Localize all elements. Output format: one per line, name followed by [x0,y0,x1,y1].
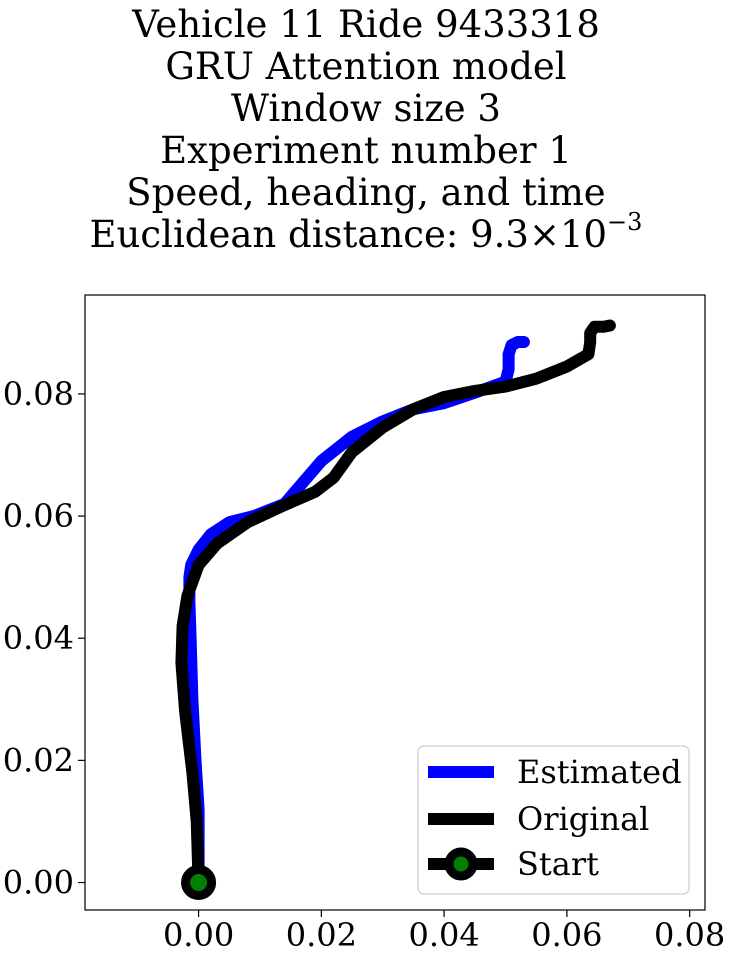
y-tick-label: 0.00 [3,864,74,902]
title-distance-text: Euclidean distance: 9.3×10 [89,213,608,256]
title-line-5: Speed, heading, and time [126,171,606,214]
legend-label-estimated: Estimated [517,753,682,791]
x-tick-label: 0.00 [163,916,234,954]
chart-title: Vehicle 11 Ride 9433318 GRU Attention mo… [0,4,732,256]
x-axis: 0.00 0.02 0.04 0.06 0.08 [163,910,725,954]
legend-box [417,745,690,895]
legend-marker-start [444,847,478,881]
series-line-estimated [183,336,530,889]
title-line-2: GRU Attention model [165,45,567,88]
y-tick-label: 0.02 [3,741,74,779]
series-layer [175,319,616,901]
x-tick-label: 0.08 [654,916,725,954]
x-tick-label: 0.02 [286,916,357,954]
title-line-6: Euclidean distance: 9.3×10−3 [0,210,732,256]
plot-frame [84,294,706,911]
y-axis: 0.00 0.02 0.04 0.06 0.08 [3,375,85,902]
title-line-4: Experiment number 1 [160,129,572,172]
y-tick-label: 0.06 [3,497,74,535]
y-tick-label: 0.04 [3,619,74,657]
x-tick-label: 0.06 [531,916,602,954]
start-marker [181,865,217,901]
legend-label-start: Start [517,845,599,883]
x-tick-label: 0.04 [408,916,479,954]
title-line-1: Vehicle 11 Ride 9433318 [132,3,600,46]
title-line-3: Window size 3 [231,87,501,130]
series-line-original [175,319,616,889]
title-distance-exponent: −3 [607,207,643,236]
legend: Estimated Original Start [417,745,690,895]
y-tick-label: 0.08 [3,375,74,413]
legend-label-original: Original [517,800,649,838]
